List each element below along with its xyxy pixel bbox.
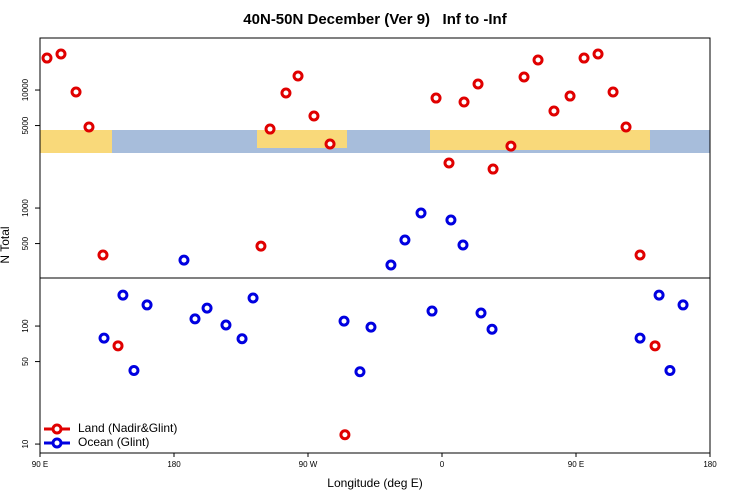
point <box>354 366 366 378</box>
point <box>264 123 276 135</box>
y-axis-label: N Total <box>0 226 12 263</box>
x-axis-label: Longitude (deg E) <box>327 476 422 490</box>
point <box>592 48 604 60</box>
point <box>426 305 438 317</box>
point <box>649 340 661 352</box>
point <box>634 249 646 261</box>
point <box>189 313 201 325</box>
point <box>532 54 544 66</box>
point <box>677 299 689 311</box>
point <box>365 321 377 333</box>
point <box>141 299 153 311</box>
point <box>475 307 487 319</box>
point <box>634 332 646 344</box>
point <box>255 240 267 252</box>
point <box>128 365 140 377</box>
point <box>308 110 320 122</box>
y-tick-label: 1000 <box>21 199 30 217</box>
legend-label: Ocean (Glint) <box>78 435 149 449</box>
point <box>607 86 619 98</box>
point <box>518 71 530 83</box>
point <box>487 163 499 175</box>
legend-marker <box>51 423 63 435</box>
x-tick-label: 0 <box>440 460 445 469</box>
x-tick-label: 90 E <box>32 460 48 469</box>
point <box>415 207 427 219</box>
point <box>292 70 304 82</box>
chart-title: 40N-50N December (Ver 9) Inf to -Inf <box>243 11 507 28</box>
point <box>201 302 213 314</box>
point <box>620 121 632 133</box>
point <box>339 429 351 441</box>
point <box>178 254 190 266</box>
point <box>83 121 95 133</box>
point <box>97 249 109 261</box>
point <box>112 340 124 352</box>
point <box>472 78 484 90</box>
point <box>98 332 110 344</box>
point <box>505 140 517 152</box>
x-tick-label: 180 <box>703 460 717 469</box>
point <box>338 315 350 327</box>
point <box>458 96 470 108</box>
point <box>220 319 232 331</box>
x-tick-label: 180 <box>167 460 181 469</box>
point <box>41 52 53 64</box>
point <box>653 289 665 301</box>
point <box>430 92 442 104</box>
point <box>445 214 457 226</box>
point <box>564 90 576 102</box>
point <box>324 138 336 150</box>
point <box>578 52 590 64</box>
map-strip <box>40 130 710 153</box>
x-tick-label: 90 E <box>568 460 584 469</box>
y-tick-label: 50 <box>21 357 30 366</box>
point <box>385 259 397 271</box>
y-tick-label: 500 <box>21 236 30 250</box>
point <box>457 239 469 251</box>
y-tick-label: 5000 <box>21 116 30 134</box>
point <box>55 48 67 60</box>
point <box>117 289 129 301</box>
point <box>247 292 259 304</box>
point <box>486 323 498 335</box>
y-tick-label: 10 <box>21 439 30 448</box>
point <box>443 157 455 169</box>
legend-marker <box>51 437 63 449</box>
point <box>664 365 676 377</box>
x-tick-label: 90 W <box>299 460 318 469</box>
point <box>70 86 82 98</box>
point <box>399 234 411 246</box>
point <box>280 87 292 99</box>
y-tick-label: 100 <box>21 319 30 333</box>
point <box>548 105 560 117</box>
plot-frame <box>39 37 711 454</box>
y-tick-label: 10000 <box>21 78 30 101</box>
point <box>236 333 248 345</box>
legend-label: Land (Nadir&Glint) <box>78 421 177 435</box>
